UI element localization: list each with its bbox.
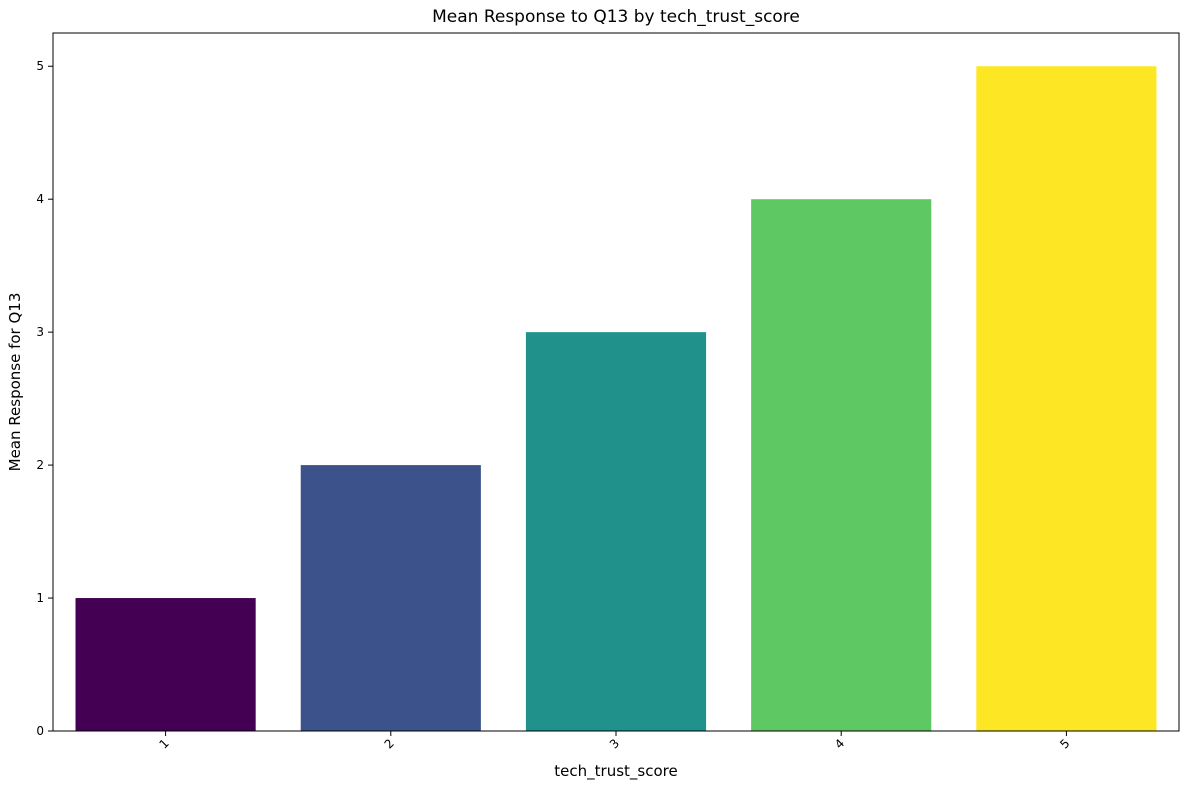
bar-3	[525, 332, 707, 731]
bar-1	[75, 598, 256, 731]
x-tick-label: 2	[382, 736, 397, 751]
x-tick-label: 3	[607, 736, 622, 751]
x-axis-label: tech_trust_score	[554, 762, 677, 781]
y-tick-label: 4	[36, 192, 44, 206]
y-tick-label: 5	[36, 59, 44, 73]
x-tick-label: 5	[1057, 736, 1072, 751]
x-tick-label: 4	[832, 736, 847, 751]
plot-frame	[52, 32, 1180, 732]
y-tick-label: 2	[36, 458, 44, 472]
y-tick-label: 3	[36, 325, 44, 339]
y-axis-label: Mean Response for Q13	[6, 293, 24, 472]
x-tick-label: 1	[156, 736, 171, 751]
chart-title: Mean Response to Q13 by tech_trust_score	[432, 7, 800, 27]
bar-2	[300, 465, 481, 731]
bar-4	[751, 199, 932, 731]
y-tick-label: 1	[36, 591, 44, 605]
plot-area: 0 1 2 3 4 5 1 2 3 4 5	[36, 59, 1157, 752]
bar-5	[976, 66, 1157, 731]
y-tick-label: 0	[36, 724, 44, 738]
